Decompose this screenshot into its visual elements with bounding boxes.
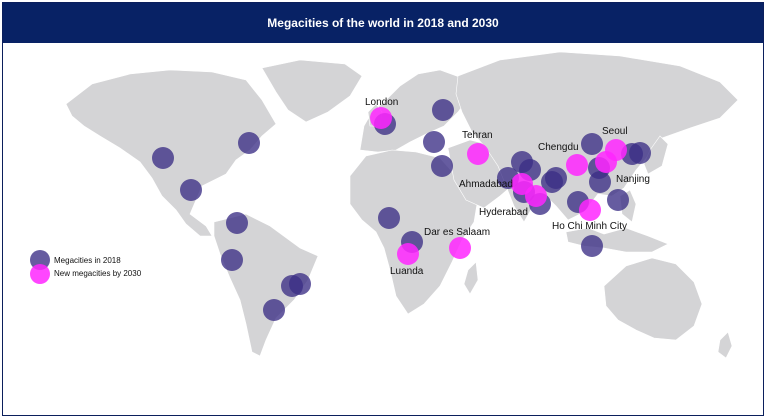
city-dot-2030	[566, 154, 588, 176]
city-dot-2030	[449, 237, 471, 259]
legend: Megacities in 2018 New megacities by 203…	[30, 250, 142, 284]
city-dot-2030	[525, 185, 547, 207]
legend-swatch-2018	[30, 250, 50, 270]
japan	[643, 135, 669, 175]
city-dot-2018	[180, 179, 202, 201]
city-labels: London Tehran Chengdu Seoul Ahmadabad Na…	[365, 97, 650, 277]
city-dot-2030	[397, 243, 419, 265]
label-london: London	[365, 97, 398, 108]
city-dot-2018	[581, 133, 603, 155]
city-dot-2018	[581, 235, 603, 257]
land-masses	[65, 51, 739, 359]
south-america	[213, 213, 319, 357]
label-seoul: Seoul	[602, 126, 628, 137]
label-tehran: Tehran	[462, 130, 493, 141]
city-dot-2030	[370, 107, 392, 129]
title-bar: Megacities of the world in 2018 and 2030	[3, 3, 763, 43]
label-dar-es-salaam: Dar es Salaam	[424, 227, 490, 238]
city-dot-2018	[589, 171, 611, 193]
legend-label-2018: Megacities in 2018	[54, 256, 121, 265]
new-zealand	[717, 331, 733, 359]
legend-swatch-2030	[30, 264, 50, 284]
city-dot-2018	[226, 212, 248, 234]
city-dot-2030	[467, 143, 489, 165]
label-luanda: Luanda	[390, 266, 424, 277]
megacities-2030	[370, 107, 627, 265]
city-dot-2018	[432, 99, 454, 121]
city-dot-2018	[431, 155, 453, 177]
city-dot-2018	[423, 131, 445, 153]
city-dot-2018	[263, 299, 285, 321]
label-chengdu: Chengdu	[538, 142, 579, 153]
label-ho-chi-minh-city: Ho Chi Minh City	[552, 221, 627, 232]
city-dot-2030	[579, 199, 601, 221]
legend-label-2030: New megacities by 2030	[54, 269, 142, 278]
city-dot-2018	[221, 249, 243, 271]
madagascar	[463, 261, 479, 295]
greenland	[261, 59, 363, 123]
australia	[603, 257, 703, 341]
label-hyderabad: Hyderabad	[479, 207, 528, 218]
label-nanjing: Nanjing	[616, 174, 650, 185]
city-dot-2030	[605, 139, 627, 161]
map-title: Megacities of the world in 2018 and 2030	[267, 16, 499, 30]
city-dot-2018	[545, 167, 567, 189]
city-dot-2018	[238, 132, 260, 154]
city-dot-2018	[289, 273, 311, 295]
city-dot-2018	[607, 189, 629, 211]
label-ahmadabad: Ahmadabad	[459, 179, 513, 190]
city-dot-2018	[629, 142, 651, 164]
city-dot-2018	[152, 147, 174, 169]
city-dot-2018	[378, 207, 400, 229]
